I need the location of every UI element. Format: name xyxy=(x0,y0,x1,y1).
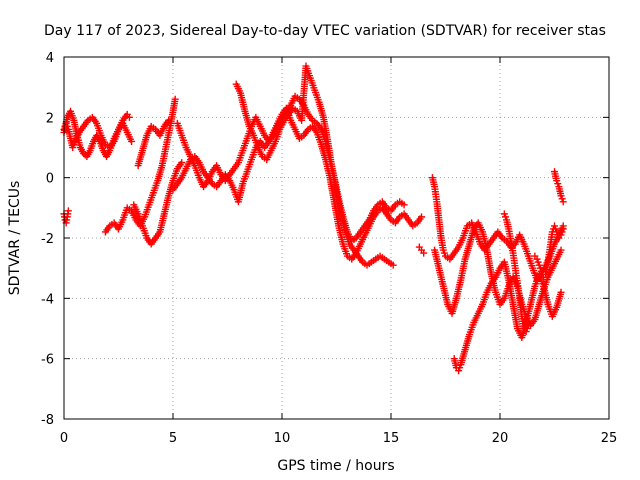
y-axis-label: SDTVAR / TECUs xyxy=(7,181,23,296)
data-point xyxy=(64,207,72,215)
data-points xyxy=(60,62,567,375)
data-point xyxy=(559,198,567,206)
plot-frame xyxy=(63,56,610,420)
series-track-16 xyxy=(415,243,428,257)
series-track-12 xyxy=(450,258,565,375)
data-point xyxy=(557,246,565,254)
series-track-13 xyxy=(500,210,532,336)
data-point xyxy=(420,249,428,257)
data-point xyxy=(400,201,408,209)
y-tick-label: 2 xyxy=(46,111,54,126)
x-tick-label: 25 xyxy=(601,431,618,446)
series-track-9 xyxy=(232,62,397,269)
x-axis-label: GPS time / hours xyxy=(277,458,394,474)
x-tick-label: 10 xyxy=(274,431,291,446)
y-tick-label: 4 xyxy=(46,51,54,66)
data-point xyxy=(128,137,136,145)
y-tick-label: -4 xyxy=(41,292,54,307)
y-tick-label: 0 xyxy=(46,172,54,187)
x-tick-labels: 0 5 10 15 20 25 xyxy=(60,431,617,446)
x-tick-label: 20 xyxy=(492,431,509,446)
series-track-15 xyxy=(551,168,567,206)
y-tick-label: -8 xyxy=(41,413,54,428)
x-tick-label: 5 xyxy=(169,431,177,446)
series-track-14 xyxy=(531,222,567,281)
data-point xyxy=(557,288,565,296)
x-tick-label: 15 xyxy=(383,431,400,446)
y-tick-label: -2 xyxy=(41,232,54,247)
data-point xyxy=(389,261,397,269)
series-track-6 xyxy=(134,116,173,170)
data-point xyxy=(171,95,179,103)
y-tick-label: -6 xyxy=(41,353,54,368)
y-tick-labels: -8 -6 -4 -2 0 2 4 xyxy=(41,51,54,428)
x-tick-label: 0 xyxy=(60,431,68,446)
series-track-5 xyxy=(130,159,186,248)
data-point xyxy=(524,321,532,329)
series-track-3 xyxy=(60,207,72,227)
chart-title: Day 117 of 2023, Sidereal Day-to-day VTE… xyxy=(44,23,606,39)
data-point xyxy=(125,113,133,121)
series-track-2 xyxy=(60,110,133,151)
data-point xyxy=(559,225,567,233)
data-point xyxy=(165,116,173,124)
data-point xyxy=(418,213,426,221)
data-point xyxy=(178,159,186,167)
